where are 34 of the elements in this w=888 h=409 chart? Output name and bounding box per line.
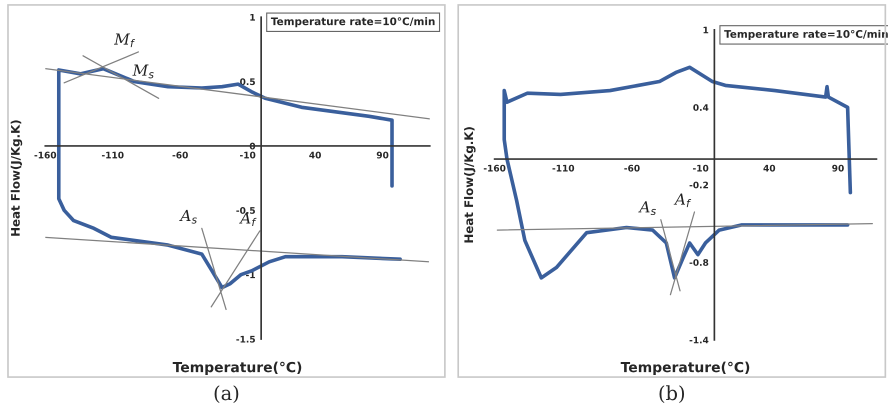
y-tick-label: -0.5 [236, 207, 255, 214]
y-tick-label: 1 [250, 14, 255, 21]
y-tick-label: 0.5 [240, 78, 255, 86]
x-tick-label: -110 [102, 152, 124, 158]
x-axis-title: Temperature(°C) [172, 362, 302, 376]
x-tick-label: -10 [240, 152, 256, 158]
y-tick-label: 1 [704, 26, 708, 34]
series-label: A$_{s}$ [638, 201, 656, 216]
x-tick-label: -60 [172, 152, 188, 158]
y-tick-label: 0.4 [693, 104, 708, 111]
y-tick-label: -0.8 [690, 259, 708, 266]
x-tick-label: -60 [624, 164, 640, 172]
x-tick-label: 90 [832, 164, 844, 172]
text: (b) [660, 385, 684, 404]
annotation: Temperature rate=10°C/min [724, 30, 888, 40]
series-label: A$_{s}$ [179, 210, 197, 224]
y-tick-label: -1.5 [236, 336, 255, 343]
y-tick-label: -0.2 [690, 182, 708, 188]
y-axis-title: Heat Flow(J/Kg.K) [10, 120, 22, 236]
x-tick-label: 40 [763, 164, 776, 172]
x-tick-label: -110 [552, 164, 574, 172]
x-tick-label: -160 [34, 152, 56, 158]
y-tick-label: -1.4 [690, 336, 708, 344]
x-tick-label: -10 [692, 164, 708, 172]
x-tick-label: -160 [484, 164, 506, 172]
y-axis-title: Heat Flow(J/Kg.K) [464, 127, 476, 243]
text: (a) [214, 385, 238, 404]
x-tick-label: 40 [309, 152, 321, 158]
series-label: A$_{f}$ [674, 194, 692, 208]
x-axis-title: Temperature(°C) [620, 362, 750, 376]
x-tick-label: 90 [376, 152, 388, 158]
series-label: M$_{f}$ [114, 33, 136, 48]
series-label: M$_{s}$ [132, 64, 154, 78]
annotation: Temperature rate=10°C/min [270, 17, 435, 28]
